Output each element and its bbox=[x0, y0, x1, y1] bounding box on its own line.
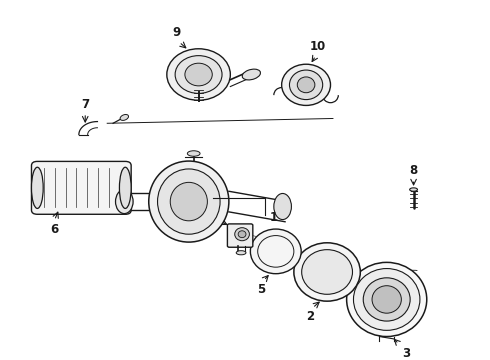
Ellipse shape bbox=[274, 193, 292, 220]
Ellipse shape bbox=[410, 188, 417, 191]
Ellipse shape bbox=[346, 262, 427, 337]
Ellipse shape bbox=[167, 49, 230, 100]
Ellipse shape bbox=[290, 70, 323, 100]
Ellipse shape bbox=[158, 169, 220, 234]
Ellipse shape bbox=[297, 77, 315, 93]
Text: 8: 8 bbox=[410, 163, 417, 176]
Text: 3: 3 bbox=[402, 347, 411, 360]
FancyBboxPatch shape bbox=[227, 224, 253, 247]
Ellipse shape bbox=[236, 251, 246, 255]
Ellipse shape bbox=[353, 269, 420, 330]
Ellipse shape bbox=[187, 151, 200, 156]
Ellipse shape bbox=[238, 231, 246, 238]
Ellipse shape bbox=[175, 56, 222, 93]
Text: 9: 9 bbox=[172, 26, 181, 39]
Ellipse shape bbox=[235, 228, 249, 241]
FancyBboxPatch shape bbox=[31, 161, 131, 214]
Ellipse shape bbox=[31, 167, 43, 208]
Ellipse shape bbox=[149, 161, 229, 242]
Text: 4: 4 bbox=[208, 203, 216, 216]
Text: 10: 10 bbox=[310, 40, 326, 53]
Ellipse shape bbox=[372, 286, 401, 313]
Ellipse shape bbox=[116, 190, 133, 213]
Ellipse shape bbox=[363, 278, 410, 321]
Ellipse shape bbox=[242, 69, 261, 80]
Ellipse shape bbox=[294, 243, 360, 301]
Ellipse shape bbox=[120, 114, 128, 120]
Text: 5: 5 bbox=[257, 283, 265, 296]
Ellipse shape bbox=[250, 229, 301, 274]
Ellipse shape bbox=[282, 64, 331, 105]
Text: 2: 2 bbox=[306, 310, 314, 323]
Ellipse shape bbox=[120, 167, 131, 208]
Text: 7: 7 bbox=[81, 98, 89, 111]
Ellipse shape bbox=[170, 183, 207, 221]
Ellipse shape bbox=[185, 63, 212, 86]
Ellipse shape bbox=[302, 249, 352, 294]
Text: 6: 6 bbox=[50, 223, 59, 236]
Text: 1: 1 bbox=[270, 211, 277, 224]
